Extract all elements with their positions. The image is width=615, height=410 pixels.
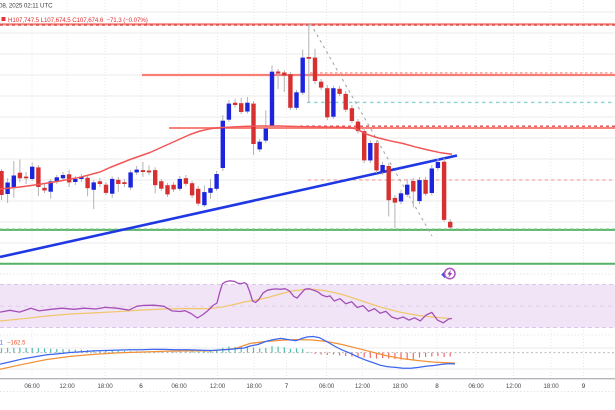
svg-text:12:00: 12:00: [210, 383, 226, 390]
svg-text:8: 8: [435, 383, 439, 390]
svg-text:−162.5: −162.5: [7, 341, 26, 347]
svg-text:06:00: 06:00: [319, 383, 335, 390]
svg-text:18:00: 18:00: [543, 383, 559, 390]
svg-text:08, 2025 02:11 UTC: 08, 2025 02:11 UTC: [0, 3, 53, 10]
svg-text:12:00: 12:00: [355, 383, 371, 390]
svg-text:.1: .1: [0, 341, 4, 347]
svg-text:06:00: 06:00: [468, 383, 484, 390]
svg-text:H107,747.5 L107,674.5 C107,674: H107,747.5 L107,674.5 C107,674.6 −71.3 (…: [8, 17, 148, 24]
svg-text:12:00: 12:00: [59, 383, 75, 390]
svg-text:9: 9: [582, 383, 586, 390]
svg-text:7: 7: [285, 383, 289, 390]
svg-text:18:00: 18:00: [97, 383, 113, 390]
svg-text:18:00: 18:00: [246, 383, 262, 390]
svg-text:06:00: 06:00: [24, 383, 40, 390]
svg-text:06:00: 06:00: [171, 383, 187, 390]
svg-text:18:00: 18:00: [392, 383, 408, 390]
svg-text:12:00: 12:00: [506, 383, 522, 390]
svg-text:6: 6: [139, 383, 143, 390]
